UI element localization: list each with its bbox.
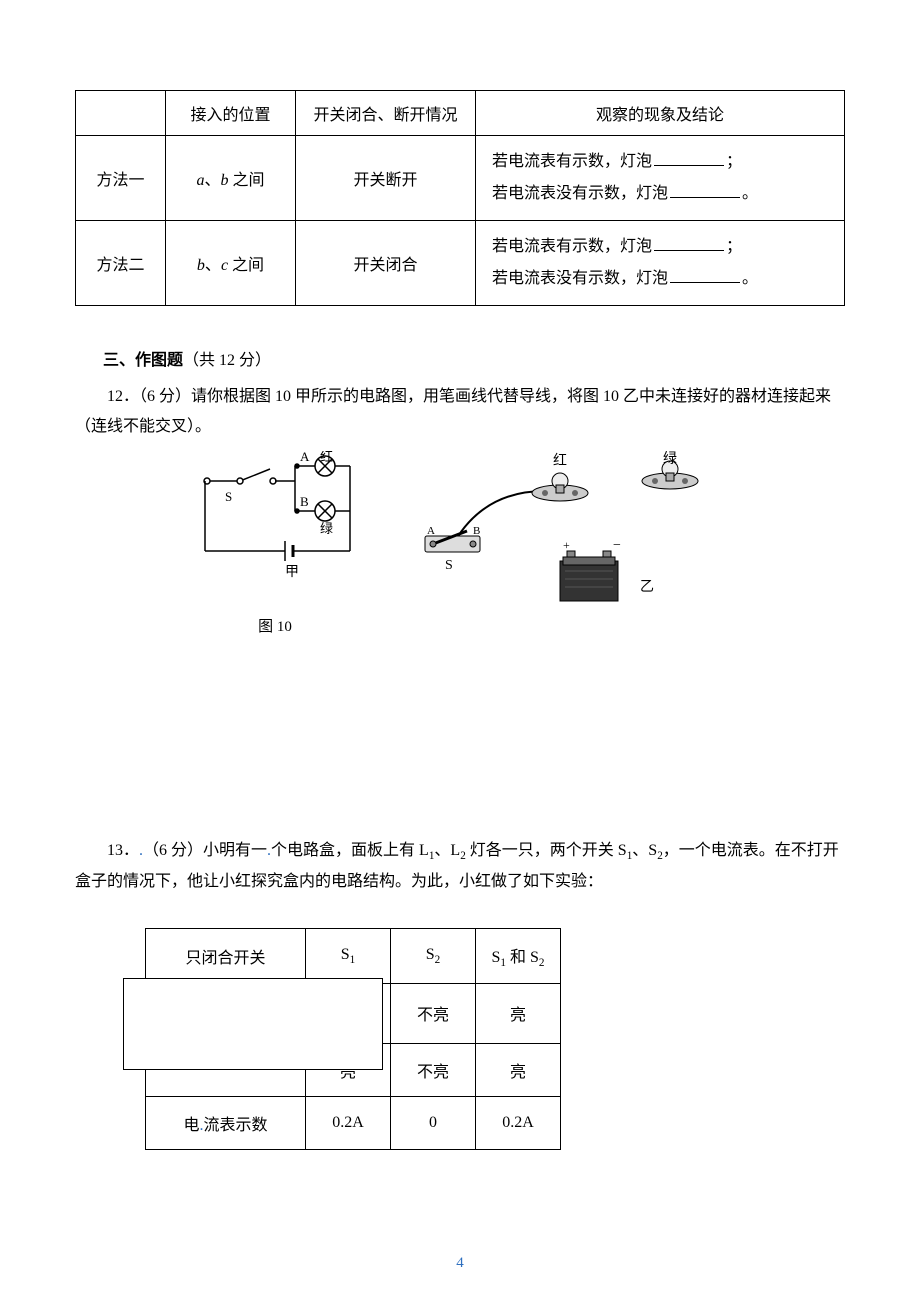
- label-B: B: [300, 494, 309, 509]
- figure-caption: 图 10: [185, 615, 365, 636]
- overlay-box: [123, 978, 383, 1070]
- t1-r2-sw: 开关闭合: [296, 221, 476, 306]
- lamp-red-label-2: 红: [553, 453, 567, 469]
- blank-field: [670, 267, 740, 283]
- t1-r2-pos: b、c 之间: [166, 221, 296, 306]
- blank-field: [670, 182, 740, 198]
- switch-icon: A B: [425, 525, 480, 552]
- lamp-red-icon: [532, 473, 588, 501]
- t2-r4-hdr: 电.流表示数: [146, 1096, 306, 1149]
- t1-r1-method: 方法一: [76, 136, 166, 221]
- lamp-green-label-2: 绿: [663, 451, 677, 467]
- blank-field: [654, 235, 724, 251]
- methods-table: 接入的位置 开关闭合、断开情况 观察的现象及结论 方法一 a、b 之间 开关断开…: [75, 90, 845, 306]
- svg-text:−: −: [613, 538, 621, 553]
- q13-text: 13．.（6 分）小明有一.个电路盒，面板上有 L1、L2 灯各一只，两个开关 …: [75, 836, 845, 898]
- switch-s-label: S: [225, 489, 232, 504]
- lamp-green-label: 绿: [320, 521, 333, 536]
- svg-text:+: +: [563, 538, 570, 552]
- switch-s-label-2: S: [445, 558, 453, 573]
- label-A: A: [300, 451, 310, 464]
- t1-r2-method: 方法二: [76, 221, 166, 306]
- sub-caption-jia: 甲: [285, 565, 299, 580]
- section-3-title: 三、作图题（共 12 分）: [103, 346, 845, 370]
- t1-h1: 接入的位置: [166, 91, 296, 136]
- svg-text:A: A: [427, 525, 435, 537]
- t1-r2-obs: 若电流表有示数，灯泡； 若电流表没有示数，灯泡。: [476, 221, 845, 306]
- t1-r1-sw: 开关断开: [296, 136, 476, 221]
- table-row: 只闭合开关 S1 S2 S1 和 S2: [146, 928, 561, 983]
- t2-c-s1: S1: [306, 928, 391, 983]
- t1-h0: [76, 91, 166, 136]
- table-row: 方法一 a、b 之间 开关断开 若电流表有示数，灯泡； 若电流表没有示数，灯泡。: [76, 136, 845, 221]
- t1-r1-pos: a、b 之间: [166, 136, 296, 221]
- blank-field: [654, 150, 724, 166]
- q12-text: 12．（6 分）请你根据图 10 甲所示的电路图，用笔画线代替导线，将图 10 …: [75, 382, 845, 443]
- table-row: 电.流表示数 0.2A 0 0.2A: [146, 1096, 561, 1149]
- circuit-yi: A B S 红: [395, 451, 735, 621]
- table-row: 方法二 b、c 之间 开关闭合 若电流表有示数，灯泡； 若电流表没有示数，灯泡。: [76, 221, 845, 306]
- t1-h2: 开关闭合、断开情况: [296, 91, 476, 136]
- battery-icon: + −: [560, 538, 621, 601]
- t2-c-s2: S2: [391, 928, 476, 983]
- figure-10: A B 红 绿 S 甲 图 10 A B: [75, 451, 845, 636]
- sub-caption-yi: 乙: [640, 579, 654, 595]
- circuit-jia: A B 红 绿 S 甲 图 10: [185, 451, 365, 636]
- t2-c-both: S1 和 S2: [476, 928, 561, 983]
- svg-text:B: B: [473, 525, 480, 537]
- t1-r1-obs: 若电流表有示数，灯泡； 若电流表没有示数，灯泡。: [476, 136, 845, 221]
- lamp-red-label: 红: [320, 451, 333, 464]
- page-number: 4: [0, 1255, 920, 1272]
- t1-h3: 观察的现象及结论: [476, 91, 845, 136]
- t2-hdr: 只闭合开关: [146, 928, 306, 983]
